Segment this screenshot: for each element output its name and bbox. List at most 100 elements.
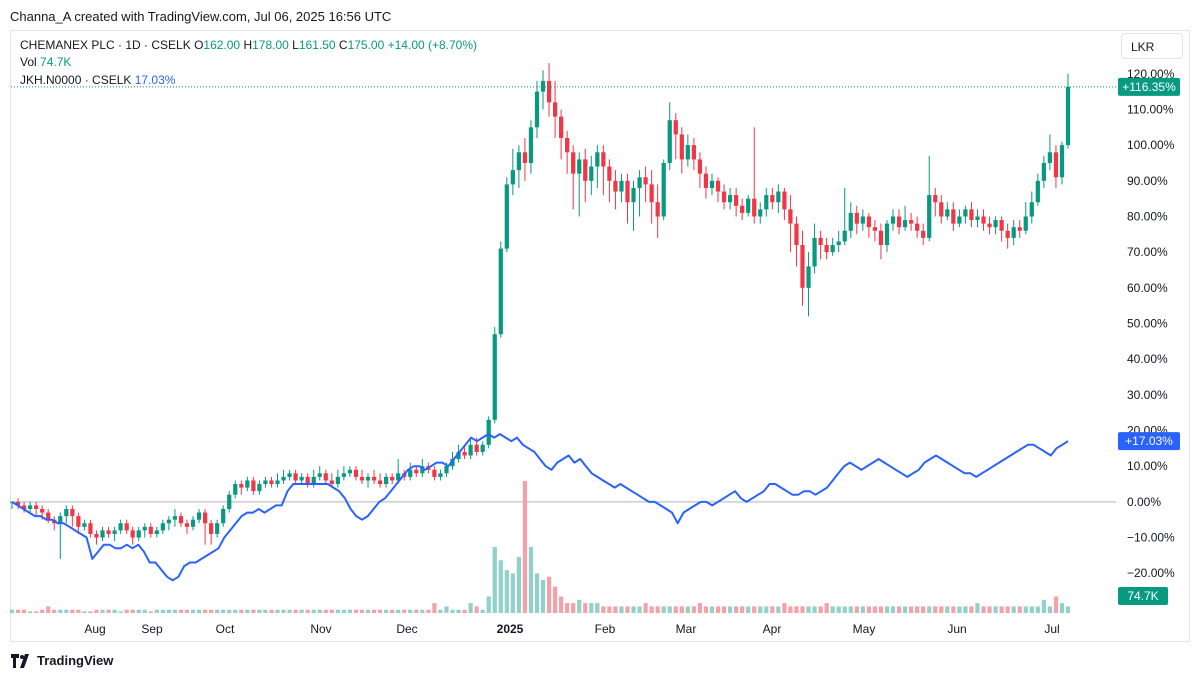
volume-bar (251, 609, 256, 613)
candle-body (559, 116, 564, 139)
volume-bar (172, 609, 178, 613)
candle (347, 466, 353, 477)
volume-bar (257, 609, 262, 613)
legend-symbol: CHEMANEX PLC · 1D · CSELK (20, 38, 191, 52)
candle (540, 70, 546, 110)
y-tick-label: 90.00% (1127, 174, 1168, 188)
candle (709, 173, 715, 196)
y-tick-label: 70.00% (1127, 245, 1168, 259)
candle-body (492, 334, 497, 420)
candle (643, 166, 648, 203)
candle (969, 202, 974, 228)
candle-body (154, 530, 159, 534)
candle-body (981, 216, 986, 224)
candle (902, 205, 908, 231)
candle-body (673, 120, 678, 135)
candle-body (100, 530, 105, 538)
candle-body (1029, 202, 1034, 217)
candle (999, 216, 1004, 242)
candle-body (323, 473, 328, 481)
volume-bar (1053, 596, 1059, 613)
volume-bar (9, 609, 15, 613)
candle (408, 462, 413, 481)
candle-body (46, 512, 51, 520)
candle-body (15, 501, 21, 506)
volume-bar (148, 611, 153, 613)
legend-main: CHEMANEX PLC · 1D · CSELK O162.00 H178.0… (20, 38, 477, 52)
candle (34, 501, 39, 517)
candle-body (468, 444, 473, 456)
candle (921, 223, 926, 246)
candle (794, 216, 799, 267)
volume-bar (432, 603, 437, 613)
volume-badge: 74.7K (1118, 587, 1168, 605)
y-tick-label: −20.00% (1127, 566, 1175, 580)
volume-bar (902, 606, 908, 613)
volume-bar (130, 609, 135, 613)
candle-body (975, 216, 980, 221)
candle (854, 205, 859, 235)
candle (534, 80, 540, 139)
candle (438, 469, 443, 481)
x-tick-label: Dec (396, 622, 417, 636)
candle (257, 480, 262, 495)
candle-body (498, 248, 503, 335)
chart-frame[interactable] (10, 30, 1190, 642)
volume-bar (878, 606, 884, 613)
volume-bar (824, 603, 829, 613)
candle (1053, 145, 1059, 188)
candle-body (655, 202, 660, 217)
candle (184, 519, 190, 534)
last-price-badge-text: +116.35% (1122, 80, 1176, 94)
candle (1011, 220, 1016, 246)
candle-body (577, 159, 582, 174)
candle-body (1047, 152, 1053, 163)
x-tick-label: Oct (216, 622, 235, 636)
candle (565, 130, 570, 174)
volume-bar (800, 606, 805, 613)
candle-body (118, 523, 123, 531)
candle-body (341, 473, 346, 477)
candle-body (667, 120, 672, 163)
volume-bar (402, 609, 407, 613)
candle (697, 152, 703, 188)
volume-bar (221, 609, 226, 613)
candle-body (365, 476, 371, 481)
legend-compare-symbol: JKH.N0000 · CSELK (20, 73, 132, 87)
candle (625, 173, 630, 224)
currency-button[interactable]: LKR (1121, 33, 1183, 59)
candle-body (1011, 227, 1016, 238)
candle-body (317, 473, 322, 477)
candle-body (377, 480, 383, 485)
candle-body (613, 180, 618, 192)
candle (341, 466, 346, 481)
volume-bar (456, 609, 461, 613)
x-tick-label: Apr (763, 622, 782, 636)
candle (486, 416, 491, 449)
x-tick-label: Jun (947, 622, 966, 636)
candle (396, 459, 401, 485)
candle-body (432, 469, 437, 477)
candle (21, 501, 27, 513)
candle-body (637, 177, 642, 188)
candle (866, 212, 871, 238)
y-tick-label: 80.00% (1127, 209, 1168, 223)
candle (281, 469, 286, 485)
candle (884, 220, 890, 253)
volume-bar (601, 606, 606, 613)
candle-body (76, 516, 81, 527)
candle (142, 523, 147, 538)
volume-bar (275, 609, 280, 613)
candle (498, 241, 503, 338)
candle-body (1023, 216, 1028, 231)
candle (571, 145, 576, 210)
volume-bar (559, 596, 564, 613)
volume-bar (178, 609, 184, 613)
candle-body (408, 469, 413, 477)
candle (269, 476, 274, 488)
candle (987, 216, 992, 235)
volume-bar (329, 609, 334, 613)
candle (546, 63, 552, 117)
candle (160, 519, 165, 534)
